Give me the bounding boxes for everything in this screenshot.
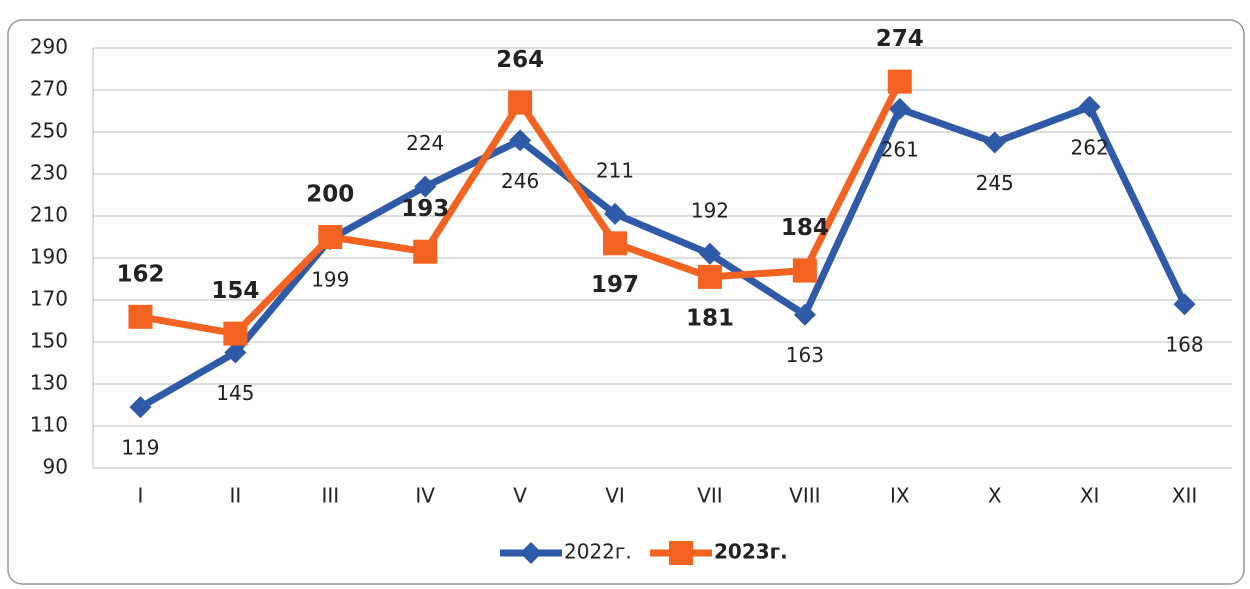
square-marker: [792, 258, 817, 283]
x-tick-label: III: [321, 484, 339, 508]
x-tick-label: IV: [415, 484, 435, 508]
data-label: 274: [876, 26, 924, 52]
data-label: 246: [501, 169, 539, 193]
y-tick-label: 90: [43, 455, 68, 479]
x-tick-label: VII: [697, 484, 722, 508]
legend-label: 2023г.: [714, 540, 788, 564]
square-marker: [697, 264, 722, 289]
x-tick-label: XII: [1172, 484, 1198, 508]
y-tick-label: 150: [30, 329, 68, 353]
data-label: 119: [121, 436, 159, 460]
data-label: 262: [1071, 135, 1109, 159]
diamond-marker: [129, 396, 152, 419]
y-tick-label: 270: [30, 77, 68, 101]
legend-label: 2022г.: [564, 540, 632, 564]
diamond-marker: [1173, 293, 1196, 316]
data-label: 211: [596, 158, 634, 182]
data-label: 168: [1165, 333, 1203, 357]
x-tick-label: V: [513, 484, 527, 508]
data-label: 193: [401, 196, 449, 222]
data-label: 181: [686, 305, 734, 331]
square-marker: [603, 231, 628, 256]
data-label: 245: [976, 171, 1014, 195]
diamond-marker: [520, 542, 542, 564]
y-tick-label: 110: [30, 413, 68, 437]
x-tick-label: IX: [890, 484, 910, 508]
square-marker: [223, 321, 248, 346]
y-tick-label: 190: [30, 245, 68, 269]
data-label: 192: [691, 198, 729, 222]
square-marker: [413, 239, 438, 264]
data-label: 163: [786, 343, 824, 367]
chart-frame: [7, 19, 1245, 585]
diamond-marker: [224, 341, 247, 364]
square-marker: [669, 541, 693, 565]
diamond-marker: [983, 131, 1006, 154]
data-label: 261: [881, 137, 919, 161]
square-marker: [318, 225, 343, 249]
y-tick-label: 170: [30, 287, 68, 311]
x-tick-label: X: [988, 484, 1002, 508]
y-tick-label: 290: [30, 35, 68, 59]
diamond-marker: [793, 303, 816, 326]
diamond-marker: [604, 202, 627, 225]
x-tick-label: II: [229, 484, 241, 508]
x-tick-label: I: [138, 484, 144, 508]
data-label: 162: [116, 261, 164, 287]
y-tick-label: 210: [30, 203, 68, 227]
diamond-marker: [1078, 95, 1101, 118]
x-tick-label: VIII: [789, 484, 820, 508]
data-label: 200: [306, 182, 354, 208]
data-label: 264: [496, 47, 544, 73]
diamond-marker: [698, 242, 721, 265]
square-marker: [508, 90, 533, 115]
data-label: 224: [406, 131, 444, 155]
y-tick-label: 250: [30, 119, 68, 143]
diamond-marker: [509, 129, 532, 152]
y-tick-label: 230: [30, 161, 68, 185]
x-tick-label: XI: [1080, 484, 1100, 508]
square-marker: [128, 304, 153, 329]
x-tick-label: VI: [605, 484, 625, 508]
data-label: 154: [211, 278, 259, 304]
data-label: 145: [216, 381, 254, 405]
diamond-marker: [888, 97, 911, 120]
data-label: 199: [311, 268, 349, 292]
y-tick-label: 130: [30, 371, 68, 395]
diamond-marker: [414, 175, 437, 198]
data-label: 184: [781, 215, 829, 241]
data-label: 197: [591, 272, 639, 298]
square-marker: [887, 69, 912, 94]
